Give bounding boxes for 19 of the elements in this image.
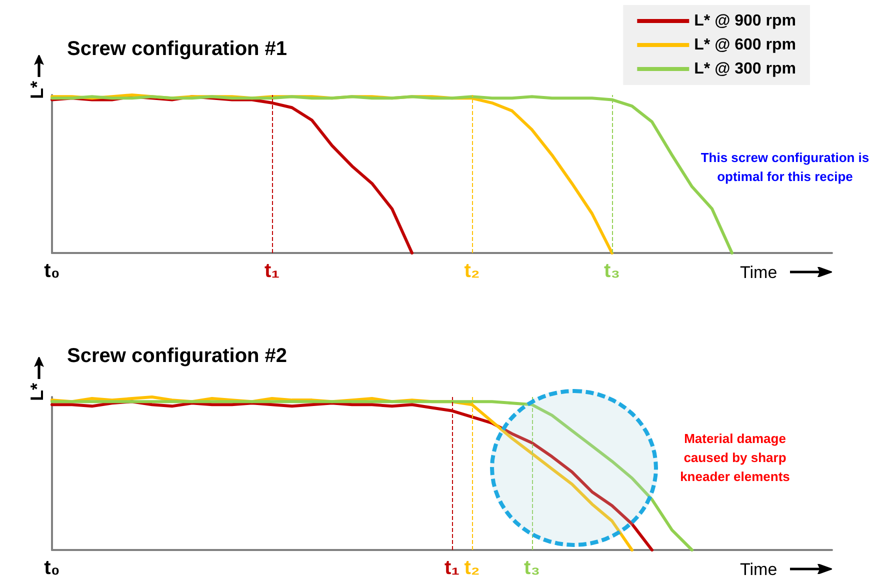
x-tick-label: t₁ bbox=[444, 557, 460, 578]
x-axis-title: Time bbox=[740, 560, 778, 578]
y-axis-title: L* bbox=[27, 383, 47, 401]
chart-title: Screw configuration #1 bbox=[67, 38, 288, 60]
x-tick-label: t₂ bbox=[464, 260, 480, 282]
x-tick-label: t₀ bbox=[44, 557, 60, 578]
x-tick-label: t₀ bbox=[44, 260, 60, 282]
chart-title: Screw configuration #2 bbox=[67, 345, 288, 367]
x-tick-label: t₂ bbox=[464, 557, 480, 578]
x-tick-label: t₃ bbox=[604, 260, 620, 282]
legend-label: L* @ 900 rpm bbox=[694, 12, 796, 30]
x-axis-title: Time bbox=[740, 263, 778, 282]
x-tick-label: t₃ bbox=[524, 557, 540, 578]
legend-label: L* @ 600 rpm bbox=[694, 36, 796, 54]
y-axis-title: L* bbox=[27, 81, 47, 99]
annotation: This screw configuration is optimal for this recipe bbox=[700, 149, 870, 186]
legend-label: L* @ 300 rpm bbox=[694, 60, 796, 78]
annotation: Material damage caused by sharp kneader elements bbox=[679, 430, 791, 486]
x-tick-label: t₁ bbox=[264, 260, 280, 282]
